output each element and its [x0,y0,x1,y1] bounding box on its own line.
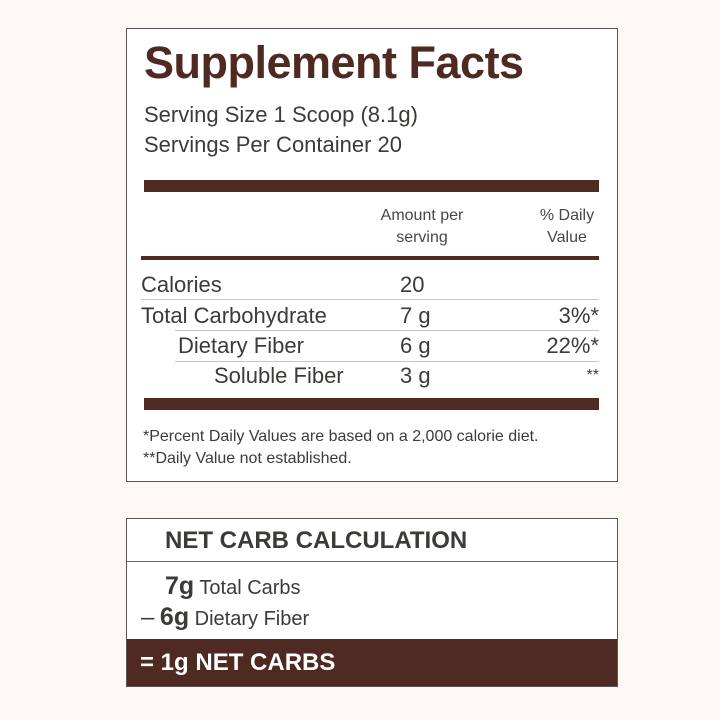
footnote: **Daily Value not established. [143,450,352,467]
nutrient-amount: 6 g [400,333,431,358]
header-dv: % Daily Value [527,205,607,249]
nutrient-dv: 22%* [546,333,599,358]
panel-title: Supplement Facts [144,37,524,88]
nutrient-amount: 20 [400,272,425,297]
nutrient-name: Soluble Fiber [214,363,344,388]
row-divider [175,361,599,362]
supplement-facts-panel: Supplement Facts Serving Size 1 Scoop (8… [126,28,618,482]
nutrient-amount: 3 g [400,363,431,388]
total-carbs-value: 7g [165,572,195,600]
serving-size: Serving Size 1 Scoop (8.1g) [144,102,418,127]
nutrient-amount: 7 g [400,303,431,328]
minus-sign: – [141,604,155,631]
nutrient-name: Total Carbohydrate [141,303,327,328]
nutrient-name: Calories [141,272,222,297]
nutrient-name: Dietary Fiber [178,333,304,358]
total-carbs-line: 7g Total Carbs [165,572,301,601]
net-carb-title: NET CARB CALCULATION [165,527,468,554]
total-carbs-label: Total Carbs [199,577,301,599]
net-carb-panel: NET CARB CALCULATION 7g Total Carbs – 6g… [126,518,618,687]
header-dv-line: Value [547,229,587,246]
header-dv-line: % Daily [539,207,595,224]
net-carbs-result: = 1g NET CARBS [140,649,336,676]
row-divider [175,330,599,331]
divider-thick [144,398,599,410]
header-amount-line: serving [396,229,448,246]
dietary-fiber-label: Dietary Fiber [194,608,310,630]
divider-thick [144,180,599,192]
header-amount-line: Amount per [380,207,464,224]
row-divider [141,299,599,300]
header-amount: Amount per serving [367,205,477,249]
divider-medium [141,256,599,260]
nutrient-dv: ** [586,367,599,384]
net-carbs-result-band: = 1g NET CARBS [127,639,617,686]
dietary-fiber-line: – 6g Dietary Fiber [141,603,309,632]
dietary-fiber-value: 6g [159,603,190,631]
servings-per-container: Servings Per Container 20 [144,132,403,157]
nutrient-dv: 3%* [558,303,599,328]
title-divider [127,561,617,562]
footnote: *Percent Daily Values are based on a 2,0… [143,428,539,445]
